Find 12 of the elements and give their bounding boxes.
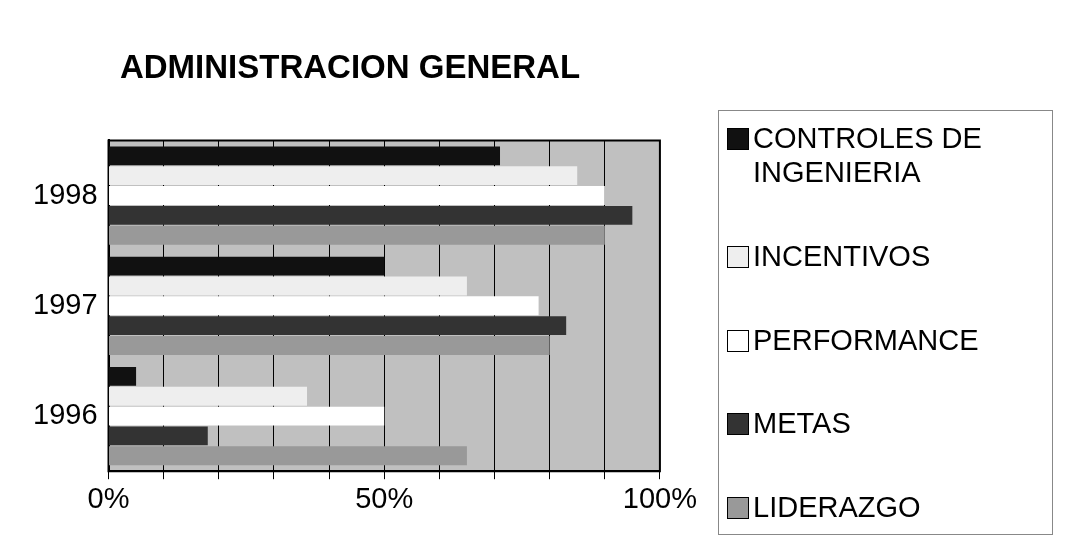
chart-title: ADMINISTRACION GENERAL [118, 48, 582, 86]
x-tick-label: 100% [622, 481, 697, 514]
legend-label: INCENTIVOS [753, 238, 931, 273]
legend-label: PERFORMANCE [753, 322, 979, 357]
legend-label: CONTROLES DE INGENIERIA [753, 121, 983, 189]
x-tick-label: 0% [87, 481, 130, 514]
y-tick-label: 1996 [33, 398, 98, 431]
x-tick-label: 50% [355, 481, 414, 514]
legend-label: LIDERAZGO [753, 490, 921, 524]
y-tick-label: 1998 [33, 177, 98, 210]
y-tick-label: 1997 [33, 287, 98, 320]
legend-label: METAS [753, 406, 851, 441]
